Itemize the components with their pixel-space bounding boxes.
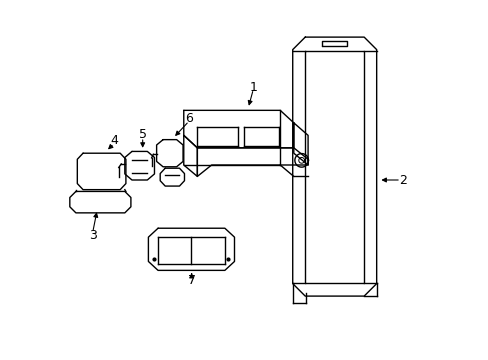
Text: 2: 2 [399,174,407,186]
Text: 6: 6 [185,112,193,125]
Text: 3: 3 [88,229,97,242]
Text: 1: 1 [249,81,257,94]
Text: 4: 4 [110,134,118,147]
Text: 5: 5 [139,128,146,141]
Text: 7: 7 [187,274,195,287]
